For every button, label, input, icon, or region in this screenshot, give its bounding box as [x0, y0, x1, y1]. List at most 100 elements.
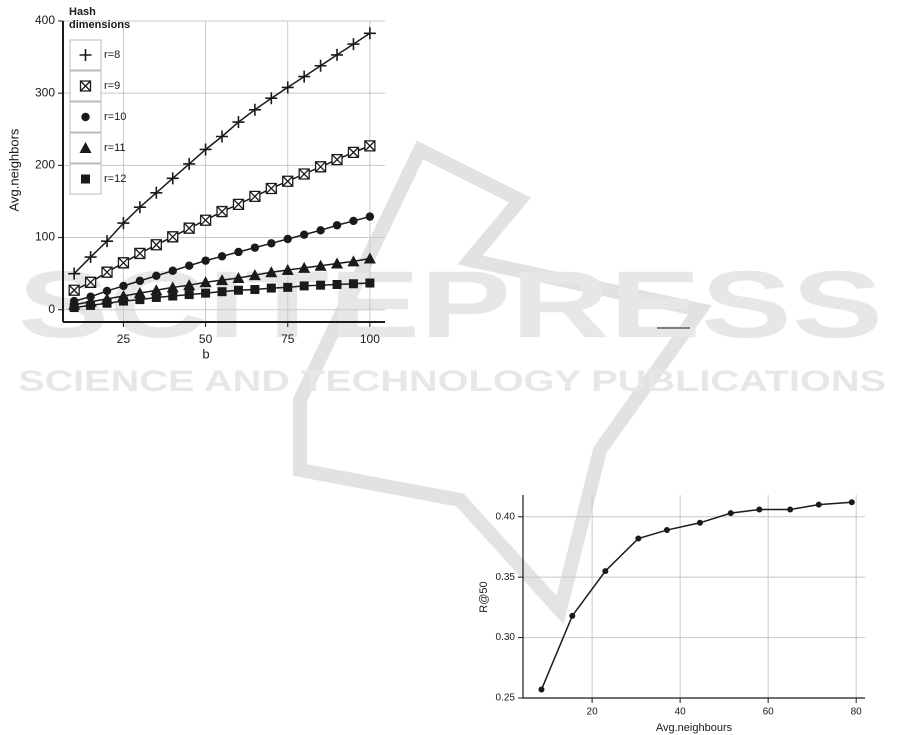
marker [68, 284, 80, 296]
y-tick-label: 0.40 [496, 511, 516, 522]
marker [216, 274, 229, 286]
marker [727, 510, 734, 517]
series-line [540, 501, 852, 690]
legend-label: r=9 [104, 80, 120, 92]
watermark: SCITEPRESS SCIENCE AND TECHNOLOGY PUBLIC… [18, 140, 886, 625]
marker [86, 300, 96, 310]
x-tick-label: 25 [117, 332, 131, 346]
legend-label: r=11 [104, 142, 126, 154]
marker [696, 519, 703, 526]
marker [602, 568, 609, 575]
marker [117, 257, 130, 269]
marker [217, 252, 227, 261]
marker [364, 140, 376, 152]
watermark-tagline: SCIENCE AND TECHNOLOGY PUBLICATIONS [18, 365, 886, 398]
marker [102, 298, 112, 308]
marker [848, 499, 855, 506]
marker [265, 266, 278, 278]
marker [134, 247, 146, 260]
marker [348, 279, 358, 289]
marker [199, 214, 212, 226]
marker [248, 269, 261, 281]
marker [248, 103, 261, 116]
x-axis-label: b [202, 346, 209, 361]
y-tick-label: 400 [35, 13, 55, 27]
marker [166, 172, 179, 185]
marker [232, 198, 245, 210]
x-tick-label: 100 [360, 332, 380, 346]
marker [201, 256, 210, 265]
marker [84, 251, 97, 264]
marker [233, 285, 243, 295]
legend-title: Hash dimensions [69, 6, 131, 31]
legend-label: r=8 [104, 49, 120, 61]
legend-box [69, 132, 102, 164]
marker [538, 686, 545, 693]
marker [332, 221, 342, 230]
marker [216, 205, 228, 218]
marker [815, 501, 822, 508]
marker [635, 535, 642, 542]
marker [283, 282, 293, 292]
y-axis-label: R@50 [478, 581, 490, 612]
y-tick-label: 0.30 [496, 632, 516, 643]
legend-marker [79, 80, 92, 92]
marker [183, 279, 196, 291]
marker [166, 281, 179, 293]
marker [249, 190, 261, 203]
x-tick-label: 75 [281, 332, 295, 346]
marker [199, 276, 212, 288]
marker [118, 296, 128, 306]
marker [314, 59, 327, 72]
marker [787, 506, 794, 513]
y-tick-label: 0.25 [496, 693, 516, 704]
marker [282, 175, 294, 187]
marker [331, 257, 344, 269]
marker [332, 279, 342, 289]
marker [199, 143, 212, 156]
x-tick-label: 80 [851, 707, 863, 718]
marker [365, 278, 375, 288]
marker [331, 153, 343, 166]
marker [133, 201, 146, 214]
marker [135, 276, 145, 286]
legend-marker [81, 112, 90, 122]
marker [331, 48, 344, 61]
marker [232, 271, 245, 283]
marker [298, 168, 310, 180]
x-tick-label: 20 [587, 707, 599, 718]
marker [68, 267, 81, 280]
marker [216, 130, 229, 143]
marker [266, 283, 276, 293]
marker [347, 38, 360, 51]
y-tick-label: 0 [48, 302, 55, 316]
marker [363, 252, 376, 264]
marker [167, 231, 179, 243]
marker [150, 186, 163, 199]
marker [234, 247, 243, 257]
marker [69, 303, 79, 313]
x-tick-label: 40 [675, 707, 687, 718]
marker [184, 290, 194, 300]
marker [135, 295, 145, 305]
legend-marker [79, 49, 92, 61]
marker [298, 261, 311, 273]
marker [347, 146, 360, 159]
marker [168, 291, 178, 301]
legend-marker [79, 142, 92, 153]
marker [281, 264, 294, 276]
y-tick-label: 0.35 [496, 572, 516, 583]
marker [265, 92, 278, 105]
marker [201, 288, 211, 298]
marker [267, 239, 276, 248]
marker [316, 280, 326, 290]
marker [183, 222, 195, 234]
marker [283, 234, 292, 244]
marker [265, 182, 277, 195]
marker [250, 285, 260, 295]
marker [183, 157, 196, 170]
marker [569, 612, 576, 619]
marker [84, 276, 97, 288]
